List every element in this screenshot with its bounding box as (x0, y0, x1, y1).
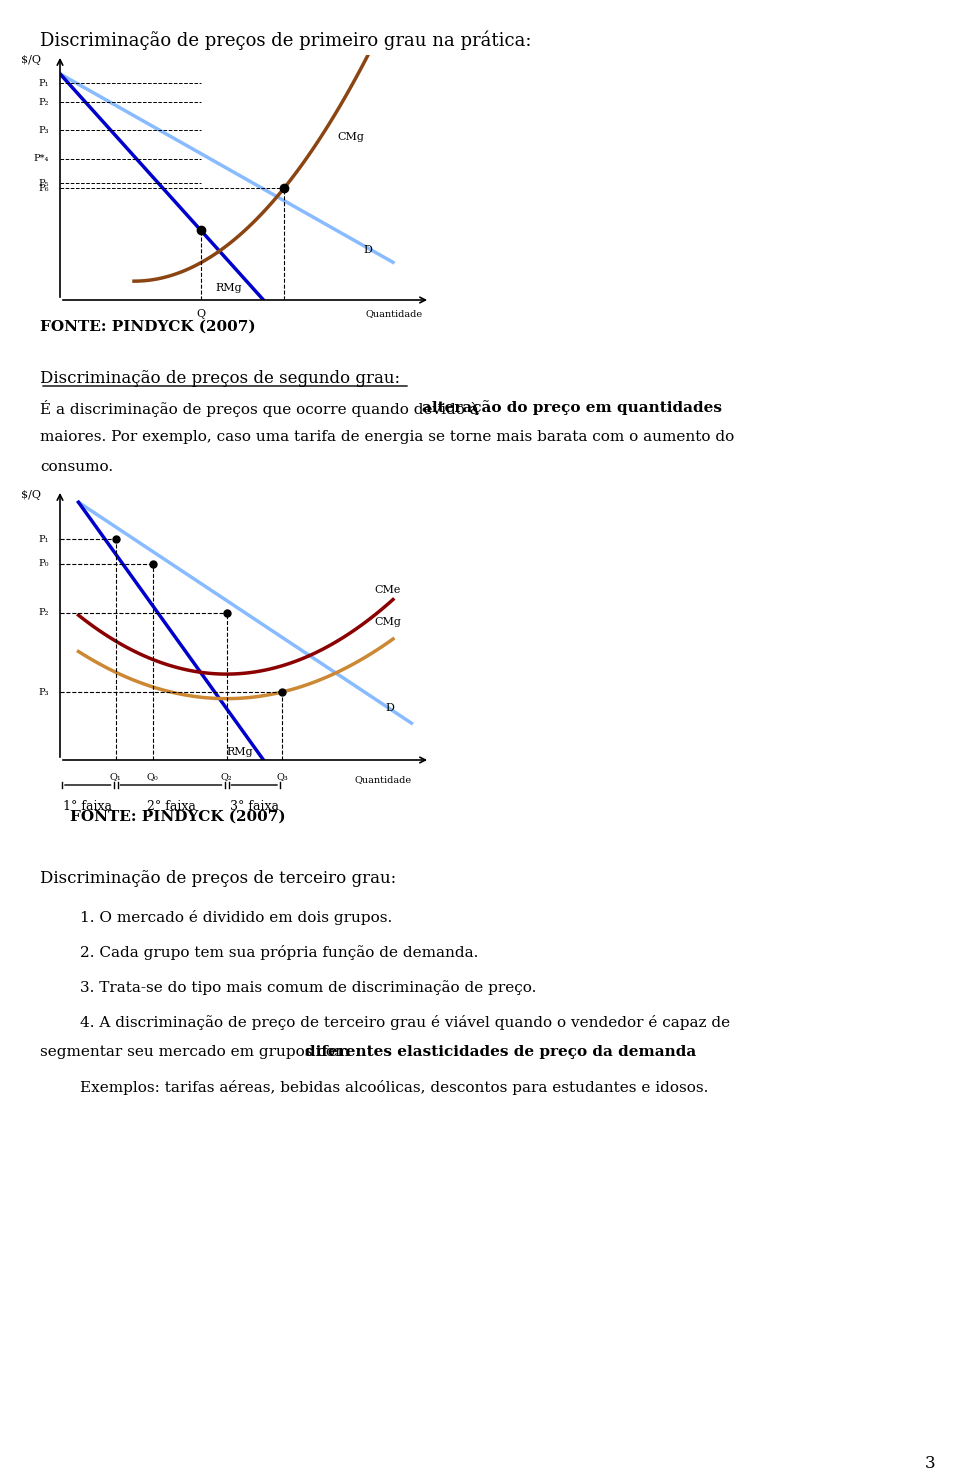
Text: diferentes elasticidades de preço da demanda: diferentes elasticidades de preço da dem… (305, 1046, 696, 1059)
Text: P₆: P₆ (38, 184, 49, 193)
Text: P₂: P₂ (38, 98, 49, 107)
Text: Discriminação de preços de primeiro grau na prática:: Discriminação de preços de primeiro grau… (40, 30, 532, 49)
Text: 4. A discriminação de preço de terceiro grau é viável quando o vendedor é capaz : 4. A discriminação de preço de terceiro … (80, 1014, 731, 1031)
Text: É a discriminação de preços que ocorre quando devido à: É a discriminação de preços que ocorre q… (40, 400, 484, 417)
Text: maiores. Por exemplo, caso uma tarifa de energia se torne mais barata com o aume: maiores. Por exemplo, caso uma tarifa de… (40, 430, 734, 443)
Text: CMe: CMe (374, 586, 401, 595)
Text: P₂: P₂ (38, 608, 49, 617)
Text: P₁: P₁ (38, 534, 49, 544)
Text: consumo.: consumo. (40, 460, 113, 475)
Text: segmentar seu mercado em grupos com: segmentar seu mercado em grupos com (40, 1046, 354, 1059)
Text: P₃: P₃ (38, 688, 49, 697)
Text: $/Q: $/Q (21, 55, 41, 65)
Text: Exemplos: tarifas aéreas, bebidas alcoólicas, descontos para estudantes e idosos: Exemplos: tarifas aéreas, bebidas alcoól… (80, 1080, 708, 1094)
Text: RMg: RMg (227, 747, 253, 758)
Text: P*₄: P*₄ (34, 154, 49, 163)
Text: D: D (364, 245, 372, 255)
Text: Q: Q (196, 310, 205, 319)
Text: P₀: P₀ (38, 559, 49, 568)
Text: D: D (386, 703, 395, 713)
Text: 1. O mercado é dividido em dois grupos.: 1. O mercado é dividido em dois grupos. (80, 911, 393, 925)
Text: CMg: CMg (338, 132, 365, 142)
Text: FONTE: PINDYCK (2007): FONTE: PINDYCK (2007) (40, 320, 255, 334)
Text: Q₂: Q₂ (221, 773, 232, 782)
Text: 3: 3 (924, 1455, 935, 1473)
Text: Q₃: Q₃ (276, 773, 288, 782)
Text: Q₁: Q₁ (109, 773, 121, 782)
Text: 2° faixa: 2° faixa (147, 799, 196, 813)
Text: Q₀: Q₀ (147, 773, 158, 782)
Text: alteração do preço em quantidades: alteração do preço em quantidades (422, 400, 722, 415)
Text: P₁: P₁ (38, 79, 49, 87)
Text: CMg: CMg (374, 617, 401, 627)
Text: Discriminação de preços de segundo grau:: Discriminação de preços de segundo grau: (40, 369, 400, 387)
Text: P₃: P₃ (38, 126, 49, 135)
Text: FONTE: PINDYCK (2007): FONTE: PINDYCK (2007) (70, 810, 286, 825)
Text: 2. Cada grupo tem sua própria função de demanda.: 2. Cada grupo tem sua própria função de … (80, 945, 478, 960)
Text: RMg: RMg (215, 283, 242, 292)
Text: P₅: P₅ (38, 178, 49, 188)
Text: Discriminação de preços de terceiro grau:: Discriminação de preços de terceiro grau… (40, 871, 396, 887)
Text: $/Q: $/Q (21, 489, 41, 500)
Text: Quantidade: Quantidade (354, 774, 412, 783)
Text: Quantidade: Quantidade (366, 310, 422, 319)
Text: 3. Trata-se do tipo mais comum de discriminação de preço.: 3. Trata-se do tipo mais comum de discri… (80, 980, 537, 995)
Text: 1° faixa: 1° faixa (63, 799, 112, 813)
Text: 3° faixa: 3° faixa (229, 799, 278, 813)
